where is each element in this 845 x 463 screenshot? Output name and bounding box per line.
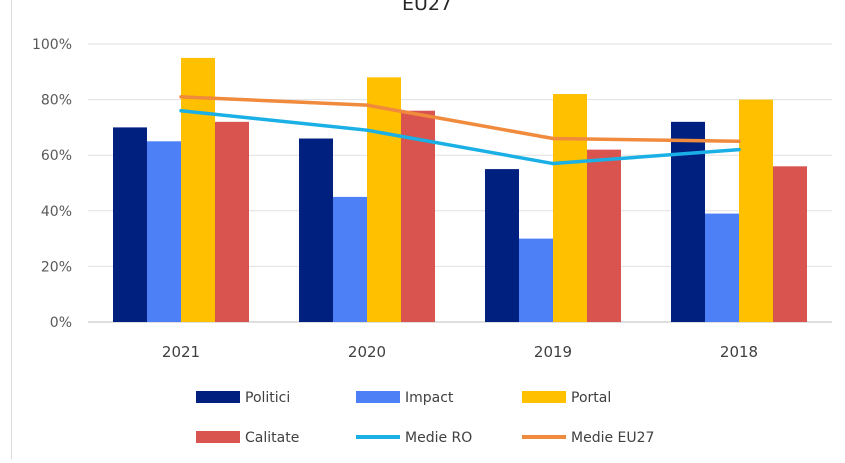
- bar-impact: [147, 141, 181, 322]
- bar-portal: [367, 77, 401, 322]
- legend-label: Impact: [405, 390, 454, 406]
- legend-item: Calitate: [196, 430, 299, 446]
- y-tick-label: 40%: [41, 204, 72, 220]
- bar-portal: [553, 94, 587, 322]
- legend-label: Medie EU27: [571, 430, 654, 446]
- legend-swatch: [522, 391, 566, 403]
- legend-label: Portal: [571, 390, 611, 406]
- legend-swatch: [196, 391, 240, 403]
- y-tick-label: 100%: [32, 37, 72, 53]
- left-border-line: [11, 0, 12, 459]
- bar-impact: [519, 238, 553, 322]
- bar-impact: [333, 196, 367, 322]
- bar-portal: [181, 57, 215, 323]
- y-tick-label: 20%: [41, 259, 72, 275]
- line-medie-eu27: [179, 95, 741, 144]
- bar-calitate: [773, 166, 807, 322]
- x-tick-label: 2020: [348, 343, 386, 361]
- line-medie-ro: [179, 108, 741, 166]
- bar-politici: [485, 169, 519, 322]
- bar-impact: [705, 213, 739, 322]
- legend-label: Politici: [245, 390, 290, 406]
- legend-swatch: [196, 431, 240, 443]
- legend-item: Politici: [196, 390, 290, 406]
- y-tick-label: 80%: [41, 93, 72, 109]
- legend-item: Medie EU27: [522, 430, 654, 446]
- legend-label: Calitate: [245, 430, 299, 446]
- bar-calitate: [401, 110, 435, 322]
- bar-portal: [739, 99, 773, 322]
- legend: Politici Impact Portal Calitate Medie RO Medi…: [196, 390, 654, 446]
- bar-politici: [299, 138, 333, 322]
- series-lines: [179, 95, 741, 166]
- legend-item: Portal: [522, 390, 611, 406]
- bar-calitate: [587, 149, 621, 322]
- x-tick-label: 2019: [534, 343, 572, 361]
- chart-title: EU27: [402, 0, 452, 15]
- legend-swatch: [356, 391, 400, 403]
- x-tick-label: 2021: [162, 343, 200, 361]
- legend-item: Medie RO: [356, 430, 472, 446]
- bar-calitate: [215, 121, 249, 322]
- bar-politici: [113, 127, 147, 323]
- y-tick-label: 60%: [41, 148, 72, 164]
- x-tick-label: 2018: [720, 343, 758, 361]
- legend-item: Impact: [356, 390, 454, 406]
- bars: [113, 57, 807, 323]
- y-tick-label: 0%: [50, 315, 72, 331]
- legend-label: Medie RO: [405, 430, 472, 446]
- x-axis-ticks: 2021 2020 2019 2018: [162, 343, 758, 361]
- y-axis-ticks: 0% 20% 40% 60% 80% 100%: [32, 37, 72, 331]
